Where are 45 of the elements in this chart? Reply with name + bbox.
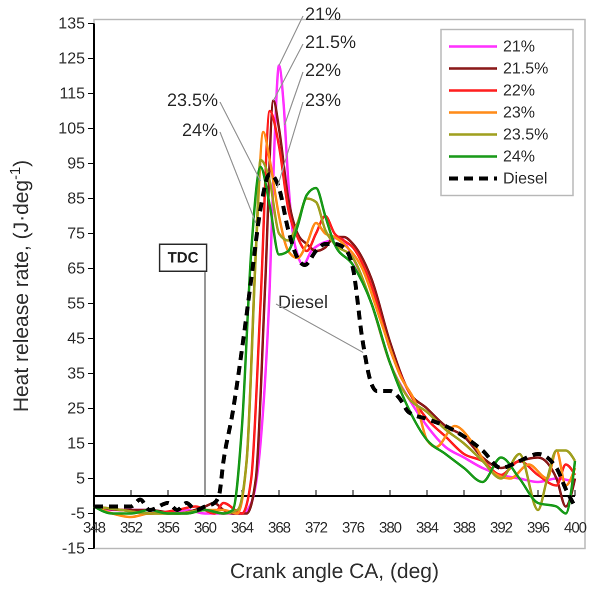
x-tick-label: 368 bbox=[268, 520, 291, 537]
y-tick-label: 75 bbox=[67, 226, 86, 243]
legend-label: 24% bbox=[503, 148, 536, 166]
y-tick-label: 85 bbox=[67, 190, 86, 208]
x-tick-label: 372 bbox=[304, 520, 328, 537]
y-tick-label: -15 bbox=[62, 540, 86, 558]
ref-line-label: TDC bbox=[168, 249, 199, 266]
annotation: 22% bbox=[305, 60, 342, 80]
x-tick-label: 352 bbox=[120, 520, 143, 537]
x-tick-label: 360 bbox=[194, 520, 217, 537]
y-tick-label: -5 bbox=[70, 506, 86, 523]
x-tick-label: 380 bbox=[378, 520, 402, 537]
y-tick-label: 35 bbox=[67, 366, 86, 383]
legend-label: 21.5% bbox=[503, 60, 548, 78]
legend-label: 22% bbox=[503, 82, 536, 100]
y-tick-label: 45 bbox=[67, 330, 86, 348]
x-tick-label: 364 bbox=[230, 520, 254, 537]
y-tick-label: 5 bbox=[76, 470, 86, 488]
x-tick-label: 400 bbox=[564, 520, 587, 537]
annotation: 21% bbox=[305, 4, 342, 24]
y-tick-label: 55 bbox=[67, 296, 86, 313]
y-tick-label: 65 bbox=[67, 260, 86, 278]
annotation: 23.5% bbox=[166, 90, 218, 110]
legend-label: Diesel bbox=[503, 170, 548, 188]
annotation: 21.5% bbox=[305, 32, 356, 52]
legend-label: 23.5% bbox=[503, 126, 548, 144]
annotation: Diesel bbox=[278, 292, 328, 312]
y-tick-label: 135 bbox=[58, 16, 86, 33]
legend-label: 21% bbox=[503, 38, 536, 56]
annotation: 24% bbox=[182, 120, 218, 140]
x-tick-label: 356 bbox=[156, 520, 180, 537]
y-tick-label: 115 bbox=[59, 86, 86, 103]
x-tick-label: 388 bbox=[452, 520, 476, 537]
annotation: 23% bbox=[305, 90, 342, 110]
y-tick-label: 105 bbox=[58, 120, 86, 138]
x-tick-label: 392 bbox=[490, 520, 513, 537]
y-tick-label: 95 bbox=[67, 156, 86, 173]
x-axis-title: Crank angle CA, (deg) bbox=[230, 560, 439, 583]
legend-label: 23% bbox=[503, 104, 536, 122]
x-tick-label: 396 bbox=[526, 520, 550, 537]
y-tick-label: 125 bbox=[58, 50, 86, 68]
y-tick-label: 25 bbox=[67, 400, 86, 418]
x-tick-label: 376 bbox=[342, 520, 365, 537]
y-tick-label: 15 bbox=[67, 436, 86, 453]
x-tick-label: 384 bbox=[416, 520, 439, 537]
